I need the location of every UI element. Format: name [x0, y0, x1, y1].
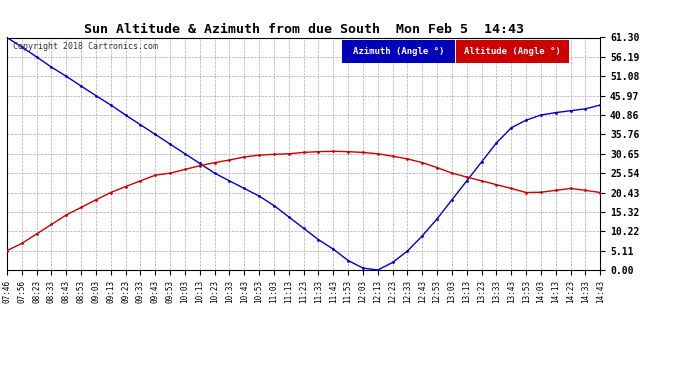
- Text: Azimuth (Angle °): Azimuth (Angle °): [353, 47, 444, 56]
- Title: Sun Altitude & Azimuth from due South  Mon Feb 5  14:43: Sun Altitude & Azimuth from due South Mo…: [83, 23, 524, 36]
- Bar: [456, 40, 569, 63]
- Text: Copyright 2018 Cartronics.com: Copyright 2018 Cartronics.com: [13, 42, 158, 51]
- Bar: [342, 40, 455, 63]
- Text: Altitude (Angle °): Altitude (Angle °): [464, 47, 561, 56]
